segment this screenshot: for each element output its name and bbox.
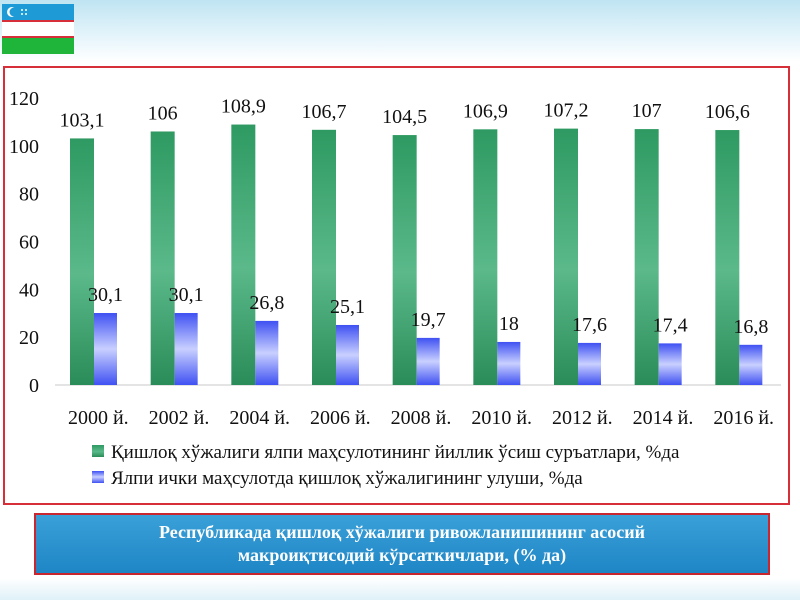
y-tick-label: 0 bbox=[29, 375, 39, 397]
bar-share-5 bbox=[416, 337, 440, 385]
data-label-share: 17,6 bbox=[572, 314, 607, 336]
x-tick-label: 2002 й. bbox=[149, 407, 210, 429]
data-label-growth: 108,9 bbox=[221, 96, 266, 118]
bar-growth-5 bbox=[392, 135, 417, 385]
legend-swatch-1 bbox=[92, 445, 104, 457]
bar-growth-8 bbox=[634, 129, 659, 385]
y-tick-label: 40 bbox=[19, 279, 39, 301]
bar-chart: 0 20 40 60 80 100 120 103,1 30,1 2000 й. 106 30,1 20… bbox=[9, 88, 781, 489]
header-band bbox=[0, 0, 800, 62]
data-label-share: 17,4 bbox=[653, 314, 688, 336]
legend-entry-2: Ялпи ички маҳсулотда қишлоқ хўжалигининг… bbox=[111, 468, 583, 489]
x-tick-label: 2016 й. bbox=[713, 407, 774, 429]
x-tick-label: 2014 й. bbox=[633, 407, 694, 429]
bar-growth-7 bbox=[554, 128, 578, 385]
y-tick-label: 100 bbox=[9, 136, 39, 158]
bar-share-8 bbox=[658, 343, 682, 385]
data-label-growth: 106,6 bbox=[705, 101, 750, 123]
data-label-share: 30,1 bbox=[88, 284, 123, 306]
y-tick-label: 120 bbox=[9, 88, 39, 110]
bar-growth-4 bbox=[312, 129, 336, 385]
data-label-growth: 107 bbox=[632, 100, 662, 122]
x-tick-label: 2006 й. bbox=[310, 407, 371, 429]
x-tick-label: 2012 й. bbox=[552, 407, 613, 429]
chart-caption-box: Республикада қишлоқ хўжалиги ривожланиши… bbox=[34, 513, 770, 575]
data-label-share: 25,1 bbox=[330, 296, 365, 318]
bar-growth-6 bbox=[473, 129, 498, 385]
bar-share-7 bbox=[578, 342, 601, 385]
data-label-growth: 104,5 bbox=[382, 106, 427, 128]
legend-entry-1: Қишлоқ хўжалиги ялпи маҳсулотининг йилли… bbox=[111, 442, 680, 463]
data-label-share: 26,8 bbox=[249, 292, 284, 314]
data-label-growth: 106 bbox=[148, 102, 178, 124]
bar-share-9 bbox=[739, 344, 763, 385]
data-label-growth: 107,2 bbox=[544, 100, 589, 122]
data-label-share: 30,1 bbox=[169, 284, 204, 306]
data-label-growth: 103,1 bbox=[60, 109, 105, 131]
chart-frame: 0 20 40 60 80 100 120 103,1 30,1 2000 й. 106 30,1 20… bbox=[3, 66, 790, 505]
bar-share-4 bbox=[336, 324, 359, 385]
uzbekistan-flag-icon bbox=[2, 4, 74, 54]
legend-swatch-2 bbox=[92, 471, 104, 483]
data-label-growth: 106,9 bbox=[463, 100, 508, 122]
footer-band bbox=[0, 578, 800, 600]
data-label-share: 18 bbox=[499, 313, 519, 335]
bar-growth-3 bbox=[231, 124, 256, 386]
y-tick-label: 20 bbox=[19, 327, 39, 349]
bar-share-3 bbox=[255, 320, 279, 385]
bar-share-2 bbox=[174, 313, 198, 385]
data-label-growth: 106,7 bbox=[302, 101, 347, 123]
bar-growth-9 bbox=[715, 130, 740, 385]
x-tick-label: 2010 й. bbox=[471, 407, 532, 429]
y-tick-label: 80 bbox=[19, 184, 39, 206]
x-tick-label: 2008 й. bbox=[391, 407, 452, 429]
bar-growth-1 bbox=[70, 138, 94, 385]
bar-share-6 bbox=[497, 341, 521, 385]
x-tick-label: 2004 й. bbox=[229, 407, 290, 429]
data-label-share: 19,7 bbox=[411, 309, 446, 331]
x-tick-label: 2000 й. bbox=[68, 407, 129, 429]
bar-share-1 bbox=[94, 313, 117, 385]
y-tick-label: 60 bbox=[19, 232, 39, 254]
chart-caption: Республикада қишлоқ хўжалиги ривожланиши… bbox=[159, 522, 645, 565]
data-label-share: 16,8 bbox=[733, 316, 768, 338]
bar-growth-2 bbox=[150, 131, 175, 385]
